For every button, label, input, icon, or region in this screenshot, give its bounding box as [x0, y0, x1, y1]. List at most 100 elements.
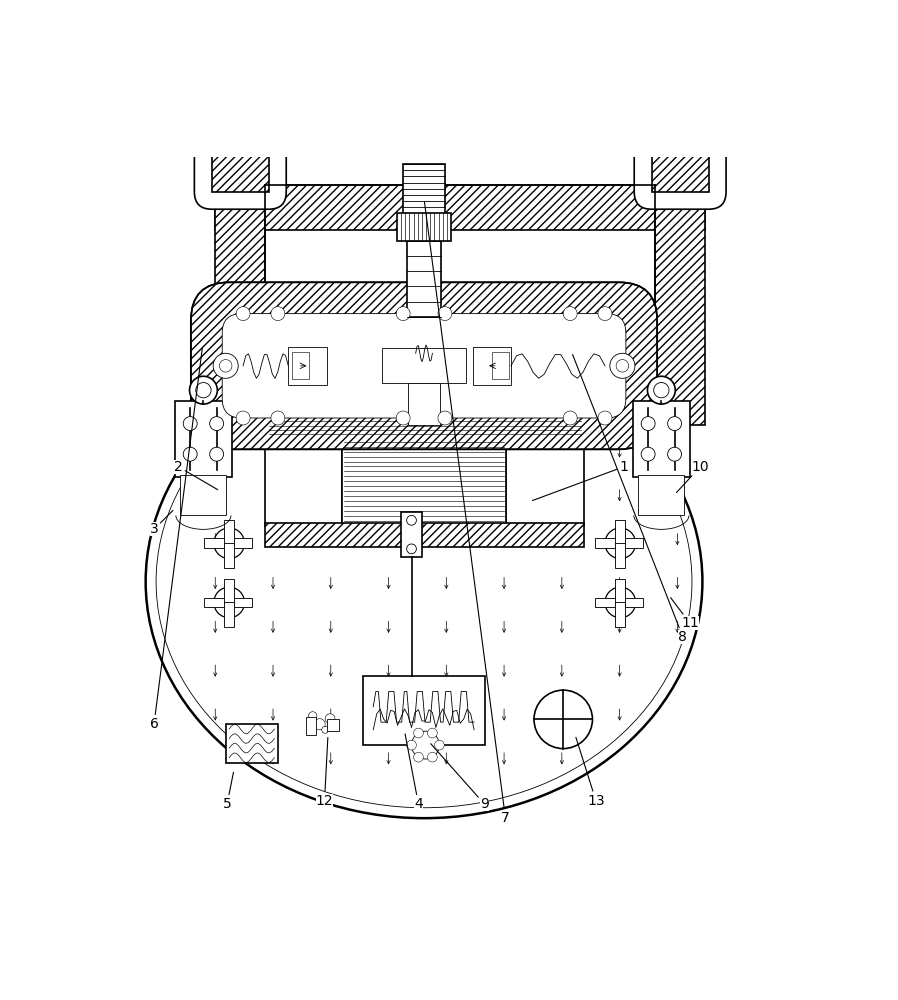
Bar — [618, 538, 643, 548]
Text: 7: 7 — [425, 202, 510, 825]
Bar — [383, 348, 466, 383]
Bar — [401, 512, 422, 557]
Bar — [227, 538, 252, 548]
Bar — [175, 401, 232, 477]
Text: 13: 13 — [576, 737, 604, 808]
Bar — [266, 341, 584, 439]
Circle shape — [647, 376, 675, 404]
Bar — [409, 383, 440, 425]
Bar — [595, 598, 621, 607]
Circle shape — [598, 411, 612, 425]
Circle shape — [667, 447, 682, 461]
Circle shape — [183, 417, 198, 431]
Bar — [506, 437, 584, 526]
Circle shape — [605, 587, 636, 618]
Circle shape — [309, 712, 317, 720]
Circle shape — [641, 447, 656, 461]
Circle shape — [610, 353, 635, 378]
Bar — [216, 185, 266, 425]
Circle shape — [414, 752, 423, 762]
Circle shape — [654, 383, 669, 398]
Circle shape — [407, 515, 417, 525]
Circle shape — [321, 726, 329, 733]
Circle shape — [534, 690, 593, 749]
Bar — [492, 352, 509, 379]
Circle shape — [563, 411, 577, 425]
Bar — [363, 676, 485, 745]
Text: 6: 6 — [150, 348, 202, 731]
Bar — [615, 543, 625, 568]
Circle shape — [641, 417, 656, 431]
Circle shape — [214, 528, 244, 559]
Bar — [655, 185, 705, 425]
Bar — [224, 543, 234, 568]
Text: 8: 8 — [573, 354, 687, 644]
Circle shape — [396, 411, 410, 425]
Bar — [638, 475, 684, 515]
Circle shape — [598, 307, 612, 321]
Text: 3: 3 — [150, 510, 173, 536]
Bar — [204, 538, 229, 548]
Circle shape — [396, 307, 410, 321]
Bar — [224, 579, 234, 605]
Bar — [472, 347, 511, 385]
Circle shape — [427, 728, 437, 738]
Bar — [180, 475, 226, 515]
Circle shape — [209, 417, 224, 431]
Circle shape — [438, 411, 452, 425]
Circle shape — [427, 752, 437, 762]
Bar — [227, 598, 252, 607]
Bar — [615, 520, 625, 545]
Bar — [618, 598, 643, 607]
Bar — [615, 579, 625, 605]
Bar — [212, 140, 269, 192]
Text: 4: 4 — [405, 734, 423, 811]
Circle shape — [219, 360, 232, 372]
Text: 1: 1 — [533, 460, 629, 501]
Bar — [292, 352, 309, 379]
Bar — [266, 185, 656, 425]
Circle shape — [414, 728, 423, 738]
Text: 10: 10 — [676, 460, 709, 493]
Ellipse shape — [145, 345, 702, 818]
Bar — [225, 724, 277, 763]
Circle shape — [563, 307, 577, 321]
Bar — [397, 213, 451, 241]
Bar — [407, 241, 442, 317]
Circle shape — [407, 544, 417, 554]
Circle shape — [309, 725, 314, 730]
Circle shape — [209, 447, 224, 461]
Circle shape — [183, 447, 198, 461]
Bar — [342, 437, 506, 526]
FancyBboxPatch shape — [191, 282, 657, 449]
Circle shape — [407, 740, 417, 750]
Bar — [224, 520, 234, 545]
Circle shape — [411, 731, 439, 759]
Bar — [266, 437, 342, 526]
Bar — [403, 164, 445, 220]
Circle shape — [271, 307, 285, 321]
Bar — [288, 347, 327, 385]
Circle shape — [325, 714, 335, 724]
Text: 9: 9 — [431, 744, 489, 811]
Bar — [595, 538, 621, 548]
Circle shape — [236, 411, 250, 425]
Bar — [204, 598, 229, 607]
Bar — [327, 719, 339, 731]
Bar — [216, 185, 705, 230]
Bar — [266, 230, 655, 425]
Bar — [615, 602, 625, 627]
Circle shape — [435, 740, 445, 750]
Circle shape — [438, 307, 452, 321]
Circle shape — [667, 417, 682, 431]
Circle shape — [213, 353, 238, 378]
Circle shape — [314, 719, 325, 730]
Bar — [305, 717, 316, 735]
Circle shape — [271, 411, 285, 425]
Circle shape — [189, 376, 217, 404]
Text: 11: 11 — [671, 598, 699, 630]
Bar — [224, 602, 234, 627]
Circle shape — [196, 383, 211, 398]
Circle shape — [214, 587, 244, 618]
Bar — [633, 401, 690, 477]
